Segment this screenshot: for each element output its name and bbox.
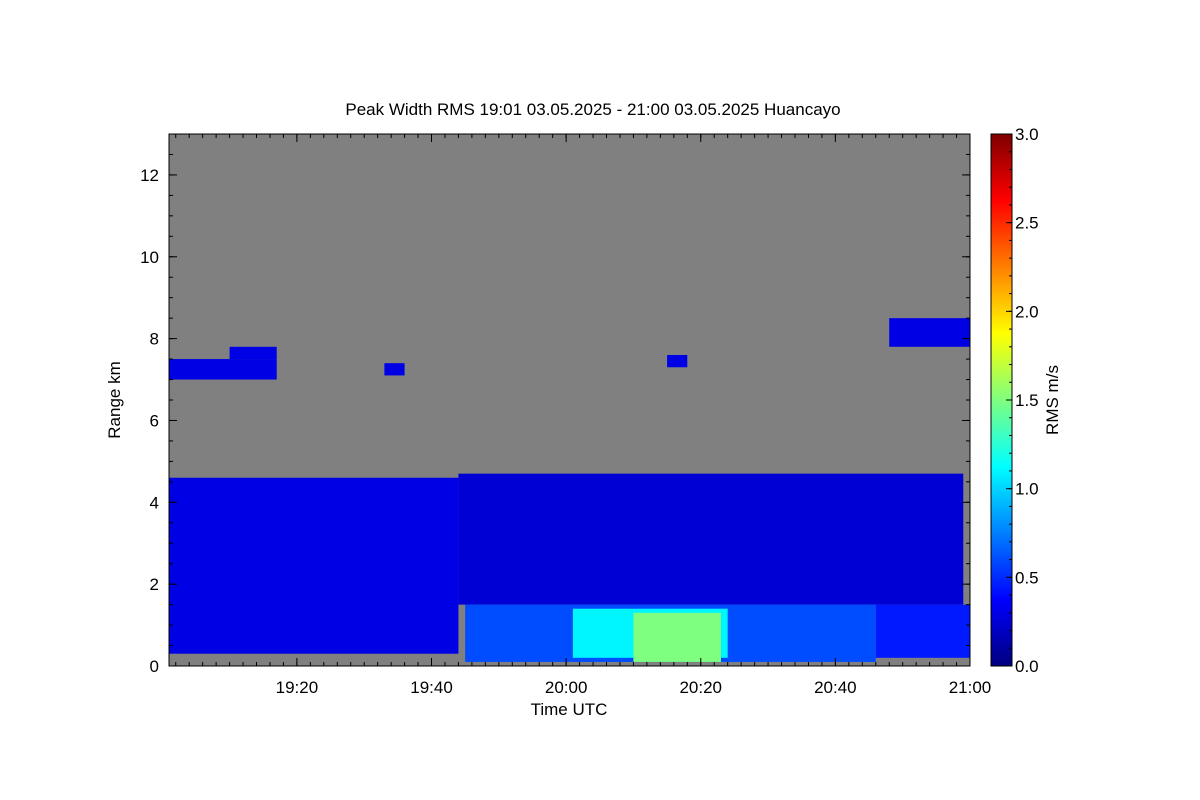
colorbar-tick-label: 1.5 bbox=[1015, 391, 1039, 410]
colorbar-tick-label: 0.0 bbox=[1015, 657, 1039, 676]
heatmap-cell bbox=[229, 346, 277, 360]
x-tick-label: 19:40 bbox=[410, 678, 453, 697]
y-tick-label: 0 bbox=[150, 657, 159, 676]
x-tick-label: 20:20 bbox=[679, 678, 722, 697]
colorbar-tick-label: 2.0 bbox=[1015, 302, 1039, 321]
y-tick-label: 4 bbox=[150, 493, 159, 512]
heatmap-cell bbox=[633, 612, 721, 662]
colorbar-tick-label: 3.0 bbox=[1015, 125, 1039, 144]
chart-title: Peak Width RMS 19:01 03.05.2025 - 21:00 … bbox=[345, 100, 840, 119]
x-tick-label: 20:00 bbox=[545, 678, 588, 697]
x-tick-label: 19:20 bbox=[276, 678, 319, 697]
colorbar-tick-label: 2.5 bbox=[1015, 214, 1039, 233]
heatmap-cell bbox=[458, 473, 964, 605]
colorbar-label: RMS m/s bbox=[1043, 365, 1062, 435]
colorbar-tick-label: 1.0 bbox=[1015, 480, 1039, 499]
colorbar: 0.0 0.5 1.0 1.5 2.0 2.5 3.0 bbox=[990, 125, 1039, 676]
heatmap-cell bbox=[169, 359, 277, 380]
heatmap-cell bbox=[667, 354, 688, 368]
colorbar-tick-label: 0.5 bbox=[1015, 568, 1039, 587]
x-tick-label: 21:00 bbox=[949, 678, 992, 697]
y-tick-label: 6 bbox=[150, 411, 159, 430]
y-tick-label: 8 bbox=[150, 330, 159, 349]
plot-area: 19:20 19:40 20:00 20:20 20:40 21:00 0 2 4 6 8 10 12 bbox=[140, 133, 992, 697]
heatmap-cell bbox=[875, 604, 970, 658]
y-tick-label: 12 bbox=[140, 166, 159, 185]
x-tick-label: 20:40 bbox=[814, 678, 857, 697]
y-tick-label: 10 bbox=[140, 248, 159, 267]
y-axis-label: Range km bbox=[105, 361, 124, 438]
heatmap-cell bbox=[169, 477, 459, 654]
x-axis-label: Time UTC bbox=[531, 700, 608, 719]
heatmap-cell bbox=[384, 363, 405, 376]
heatmap-cell bbox=[889, 318, 970, 347]
y-tick-label: 2 bbox=[150, 575, 159, 594]
